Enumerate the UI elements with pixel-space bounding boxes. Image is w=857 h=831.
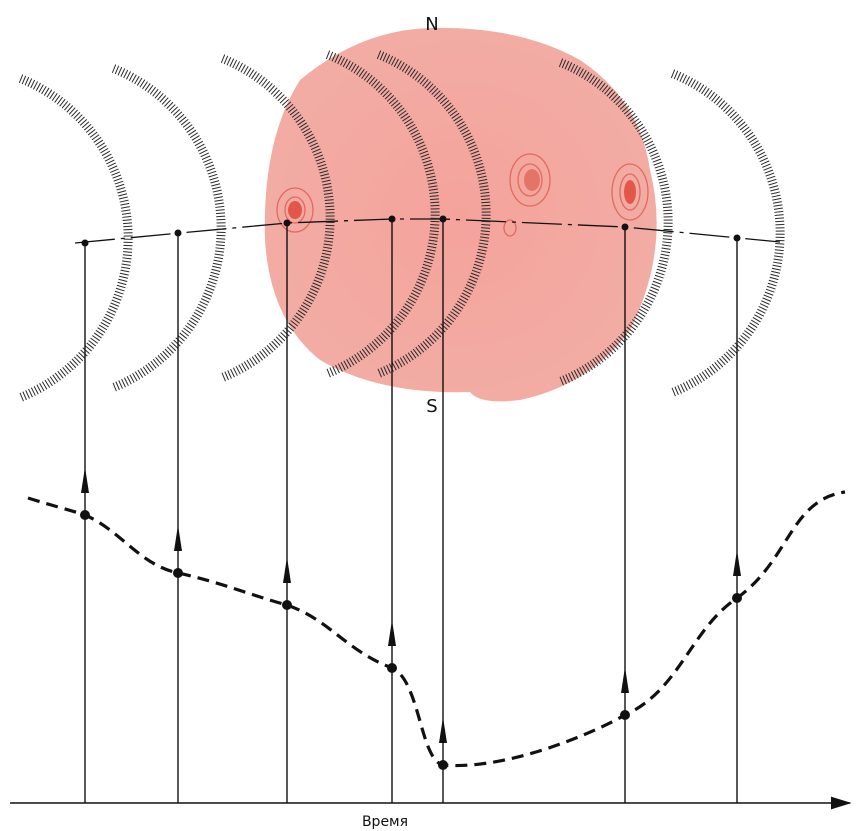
scan-dot [82, 240, 89, 247]
scan-dot [622, 224, 629, 231]
sun-disc [265, 28, 657, 402]
page: Время N S (() => { const data = JSON.par… [0, 0, 857, 831]
arrow-head [174, 525, 182, 551]
arrow-head [439, 717, 447, 743]
diagram: Время N S [0, 0, 857, 831]
arrow-head [388, 620, 396, 646]
south-label: S [426, 396, 437, 417]
arrow-head [621, 667, 629, 693]
scan-dot [389, 216, 396, 223]
scan-dot [440, 216, 447, 223]
region-core [288, 201, 302, 219]
north-label: N [425, 14, 438, 35]
beam-arc [114, 69, 222, 388]
response-curve [28, 492, 845, 766]
scan-dot [284, 220, 291, 227]
arrow-head [81, 467, 89, 493]
region-core [524, 169, 540, 191]
axis-label: Время [362, 814, 408, 830]
scan-dot [734, 235, 741, 242]
beam-arc [21, 79, 129, 398]
beam-arc [673, 74, 781, 393]
region-core [624, 180, 636, 204]
scan-dot [175, 230, 182, 237]
arrow-head [733, 550, 741, 576]
arrow-head [283, 557, 291, 583]
